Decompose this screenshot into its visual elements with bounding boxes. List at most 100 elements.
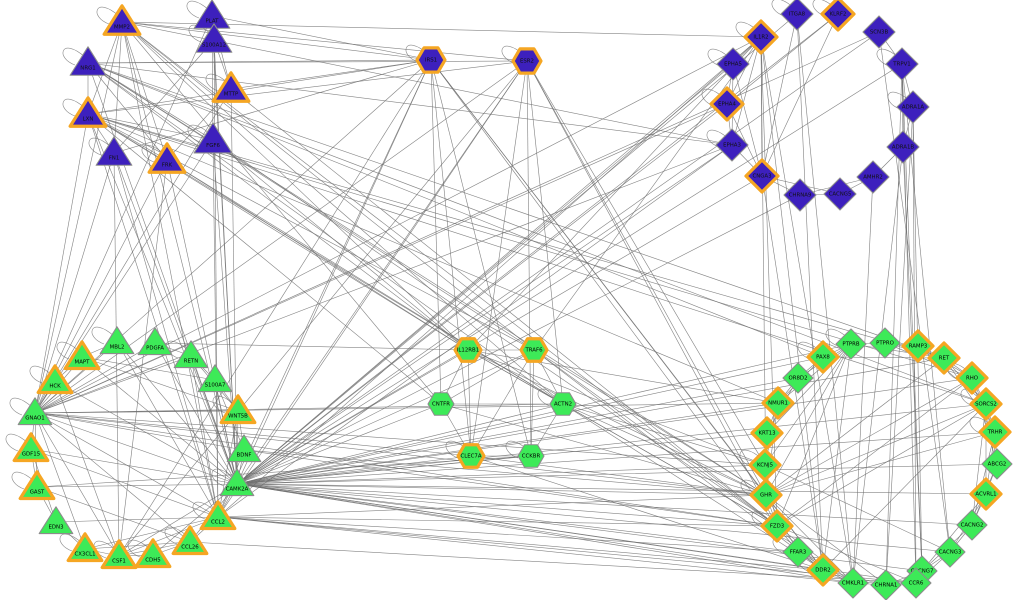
graph-node-klrf2[interactable]: KLRF2 [820, 0, 856, 32]
graph-node-or8d2[interactable]: OR8D2 [782, 362, 814, 394]
node-shape[interactable] [749, 478, 783, 512]
node-shape[interactable] [199, 500, 237, 531]
node-shape[interactable] [12, 432, 50, 463]
node-shape[interactable] [760, 509, 794, 543]
node-shape[interactable] [195, 23, 233, 53]
node-shape[interactable] [68, 96, 108, 128]
graph-node-amhr2[interactable]: AMHR2 [856, 160, 890, 194]
graph-node-ccl2[interactable]: CCL2 [199, 500, 237, 531]
node-shape[interactable] [137, 327, 173, 356]
node-shape[interactable] [147, 142, 187, 174]
node-shape[interactable] [806, 340, 840, 374]
graph-node-mttp[interactable]: MTTP [211, 71, 251, 103]
graph-node-acvrl1[interactable]: ACVRL1 [969, 477, 1003, 511]
node-shape[interactable] [862, 15, 896, 49]
graph-node-cdh5[interactable]: CDH5 [134, 538, 172, 569]
graph-node-nrg1[interactable]: NRG1 [69, 46, 107, 76]
graph-node-scn3b[interactable]: SCN3B [862, 15, 896, 49]
node-shape[interactable] [63, 340, 101, 371]
node-shape[interactable] [716, 47, 750, 81]
graph-node-epha4[interactable]: EPHA4 [709, 86, 745, 122]
node-shape[interactable] [38, 506, 74, 535]
graph-node-il12rb1[interactable]: IL12RB1 [453, 337, 483, 363]
node-shape[interactable] [744, 158, 780, 194]
graph-node-fgf6[interactable]: FGF6 [193, 122, 233, 154]
node-shape[interactable] [715, 128, 749, 162]
node-shape[interactable] [900, 567, 932, 599]
node-shape[interactable] [955, 361, 989, 395]
graph-node-retn[interactable]: RETN [173, 340, 209, 369]
graph-node-sorcs2[interactable]: SORCS2 [969, 387, 1003, 421]
node-shape[interactable] [219, 394, 257, 425]
node-shape[interactable] [517, 444, 545, 468]
graph-node-rho[interactable]: RHO [955, 361, 989, 395]
node-shape[interactable] [820, 0, 856, 32]
node-shape[interactable] [978, 415, 1012, 449]
graph-node-actn2[interactable]: ACTN2 [549, 392, 577, 416]
node-shape[interactable] [549, 392, 577, 416]
graph-node-lxn[interactable]: LXN [68, 96, 108, 128]
node-shape[interactable] [36, 364, 74, 395]
node-shape[interactable] [869, 327, 901, 359]
graph-node-plat[interactable]: PLAT [193, 0, 231, 29]
node-shape[interactable] [415, 46, 447, 74]
node-shape[interactable] [780, 0, 814, 31]
node-shape[interactable] [100, 539, 138, 570]
graph-node-trpv1[interactable]: TRPV1 [885, 47, 919, 81]
node-shape[interactable] [835, 328, 867, 360]
node-shape[interactable] [837, 567, 869, 599]
node-shape[interactable] [806, 553, 840, 587]
node-shape[interactable] [885, 47, 919, 81]
node-shape[interactable] [134, 538, 172, 569]
graph-node-chrna9[interactable]: CHRNA9 [783, 178, 817, 212]
node-shape[interactable] [211, 71, 251, 103]
graph-node-s100a7[interactable]: S100A7 [197, 364, 233, 393]
graph-node-adra1b[interactable]: ADRA1B [886, 130, 920, 164]
graph-node-epha3[interactable]: EPHA3 [715, 128, 749, 162]
node-shape[interactable] [226, 434, 262, 463]
node-shape[interactable] [743, 19, 779, 55]
graph-node-cacng3[interactable]: CACNG3 [934, 536, 966, 568]
graph-node-ffar3[interactable]: FFAR3 [782, 536, 814, 568]
graph-node-fn1[interactable]: FN1 [95, 136, 133, 166]
node-shape[interactable] [856, 160, 890, 194]
node-shape[interactable] [981, 448, 1013, 480]
graph-node-traf6[interactable]: TRAF6 [519, 337, 549, 363]
node-shape[interactable] [519, 337, 549, 363]
node-shape[interactable] [782, 362, 814, 394]
graph-node-nmur1[interactable]: NMUR1 [761, 386, 795, 420]
graph-node-ptpro[interactable]: PTPRO [869, 327, 901, 359]
graph-node-irs1[interactable]: IRS1 [415, 46, 447, 74]
node-shape[interactable] [896, 90, 930, 124]
graph-node-bdnf[interactable]: BDNF [226, 434, 262, 463]
graph-node-kcnj5[interactable]: KCNJ5 [748, 448, 782, 482]
graph-node-cntfr[interactable]: CNTFR [427, 392, 455, 416]
graph-node-cmklr1[interactable]: CMKLR1 [837, 567, 869, 599]
node-shape[interactable] [761, 386, 795, 420]
graph-node-cckbr[interactable]: CCKBR [517, 444, 545, 468]
graph-node-ghr[interactable]: GHR [749, 478, 783, 512]
graph-node-fzd3[interactable]: FZD3 [760, 509, 794, 543]
node-shape[interactable] [456, 443, 486, 469]
graph-node-il1r2[interactable]: IL1R2 [743, 19, 779, 55]
node-shape[interactable] [927, 341, 961, 375]
node-shape[interactable] [193, 122, 233, 154]
node-shape[interactable] [783, 178, 817, 212]
graph-node-wnt5b[interactable]: WNT5B [219, 394, 257, 425]
node-shape[interactable] [934, 536, 966, 568]
graph-node-pax8[interactable]: PAX8 [806, 340, 840, 374]
graph-node-itga8[interactable]: ITGA8 [780, 0, 814, 31]
node-shape[interactable] [956, 509, 988, 541]
graph-node-chrna1[interactable]: CHRNA1 [870, 569, 902, 600]
node-shape[interactable] [66, 532, 104, 563]
node-shape[interactable] [823, 177, 857, 211]
node-shape[interactable] [69, 46, 107, 76]
graph-node-krt13[interactable]: KRT13 [750, 416, 784, 450]
node-shape[interactable] [171, 525, 209, 556]
graph-node-ptprb[interactable]: PTPRB [835, 328, 867, 360]
node-shape[interactable] [173, 340, 209, 369]
graph-node-esr2[interactable]: ESR2 [511, 47, 543, 75]
graph-node-gast[interactable]: GAST [18, 470, 56, 501]
